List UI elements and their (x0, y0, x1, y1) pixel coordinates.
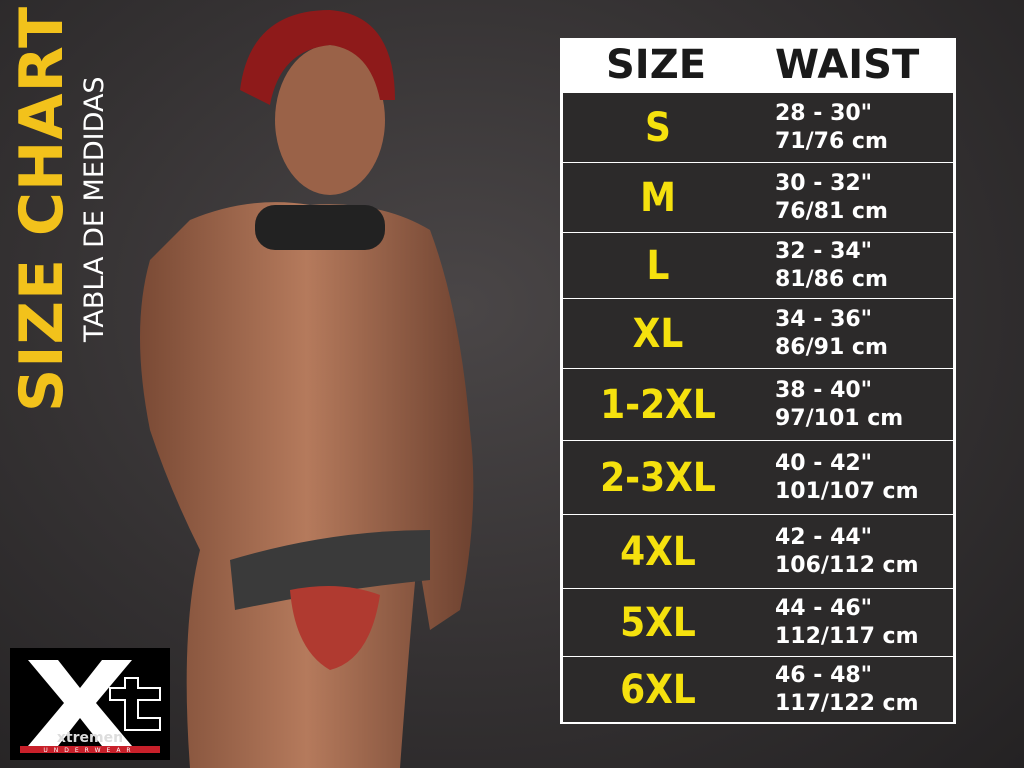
size-label: 5XL (620, 599, 696, 646)
waist-value: 46 - 48" 117/122 cm (775, 662, 919, 718)
title-main: SIZE CHART (7, 5, 77, 412)
waist-cm: 76/81 cm (775, 198, 888, 224)
table-row: 4XL 42 - 44" 106/112 cm (563, 515, 953, 588)
xtremen-logo: xtremen UNDERWEAR (10, 648, 170, 760)
header-size: SIZE (606, 42, 707, 88)
size-table: SIZE WAIST S 28 - 30" 71/76 cm M 30 - 32" 7… (560, 38, 956, 724)
size-label: 4XL (620, 528, 696, 575)
size-label: 1-2XL (600, 381, 716, 428)
waist-inches: 38 - 40" (775, 377, 873, 403)
waist-inches: 42 - 44" (775, 524, 873, 550)
table-row: 6XL 46 - 48" 117/122 cm (563, 657, 953, 722)
waist-inches: 28 - 30" (775, 100, 873, 126)
size-label: 2-3XL (600, 454, 716, 501)
waist-cm: 106/112 cm (775, 552, 919, 578)
waist-cm: 81/86 cm (775, 266, 888, 292)
waist-value: 40 - 42" 101/107 cm (775, 450, 919, 506)
waist-cm: 71/76 cm (775, 128, 888, 154)
table-row: 2-3XL 40 - 42" 101/107 cm (563, 441, 953, 514)
waist-inches: 40 - 42" (775, 450, 873, 476)
waist-value: 32 - 34" 81/86 cm (775, 238, 888, 294)
size-label: 6XL (620, 666, 696, 713)
waist-cm: 101/107 cm (775, 478, 919, 504)
waist-inches: 30 - 32" (775, 170, 873, 196)
table-row: L 32 - 34" 81/86 cm (563, 233, 953, 298)
waist-inches: 44 - 46" (775, 595, 873, 621)
table-row: M 30 - 32" 76/81 cm (563, 163, 953, 232)
table-header: SIZE WAIST (560, 38, 956, 92)
header-waist: WAIST (775, 42, 920, 88)
waist-inches: 46 - 48" (775, 662, 873, 688)
waist-cm: 97/101 cm (775, 405, 904, 431)
size-label: L (646, 242, 670, 289)
waist-inches: 32 - 34" (775, 238, 873, 264)
waist-value: 38 - 40" 97/101 cm (775, 377, 903, 433)
table-row: XL 34 - 36" 86/91 cm (563, 299, 953, 368)
svg-text:xtremen: xtremen (57, 730, 123, 746)
waist-value: 34 - 36" 86/91 cm (775, 306, 888, 362)
waist-cm: 117/122 cm (775, 690, 919, 716)
waist-cm: 86/91 cm (775, 334, 888, 360)
table-row: 5XL 44 - 46" 112/117 cm (563, 589, 953, 656)
waist-value: 44 - 46" 112/117 cm (775, 595, 919, 651)
waist-value: 28 - 30" 71/76 cm (775, 100, 888, 156)
svg-text:UNDERWEAR: UNDERWEAR (43, 747, 136, 754)
table-row: S 28 - 30" 71/76 cm (563, 93, 953, 162)
waist-value: 42 - 44" 106/112 cm (775, 524, 919, 580)
model-photo (140, 10, 474, 768)
size-chart-title: SIZE CHART (7, 6, 77, 412)
table-row: 1-2XL 38 - 40" 97/101 cm (563, 369, 953, 440)
waist-value: 30 - 32" 76/81 cm (775, 170, 888, 226)
title-subtitle: TABLA DE MEDIDAS (79, 76, 110, 342)
waist-inches: 34 - 36" (775, 306, 873, 332)
size-label: XL (632, 310, 684, 357)
size-label: M (640, 174, 676, 221)
waist-cm: 112/117 cm (775, 623, 919, 649)
size-label: S (645, 104, 671, 151)
